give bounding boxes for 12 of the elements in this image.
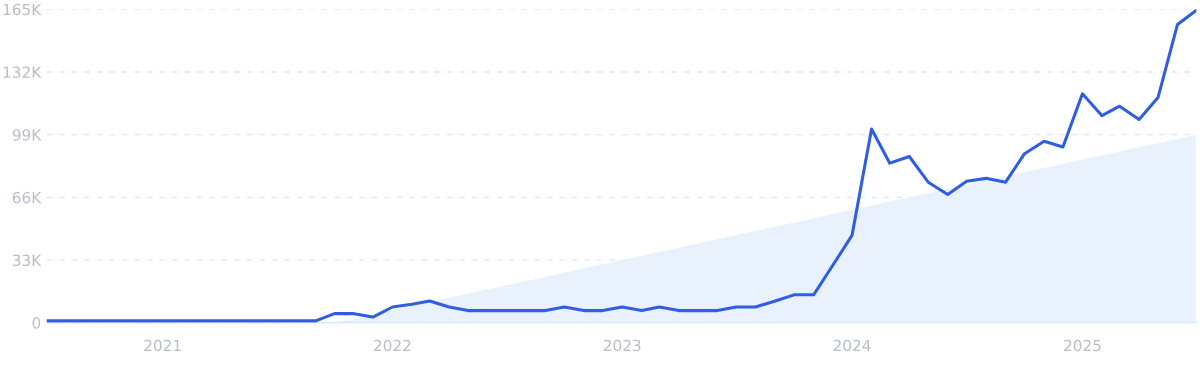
x-tick-label: 2024 [833,339,871,352]
y-tick-label: 66K [12,191,42,204]
y-tick-label: 165K [3,3,42,16]
y-tick-label: 33K [12,254,42,267]
y-tick-label: 132K [3,66,42,78]
line-series [46,9,1197,323]
x-tick-label: 2025 [1064,339,1101,352]
x-tick-label: 2022 [374,339,411,352]
y-tick-label: 0 [32,317,41,329]
y-tick-label: 99K [12,129,42,141]
x-tick-label: 2021 [144,339,181,352]
x-tick-label: 2023 [603,339,641,352]
